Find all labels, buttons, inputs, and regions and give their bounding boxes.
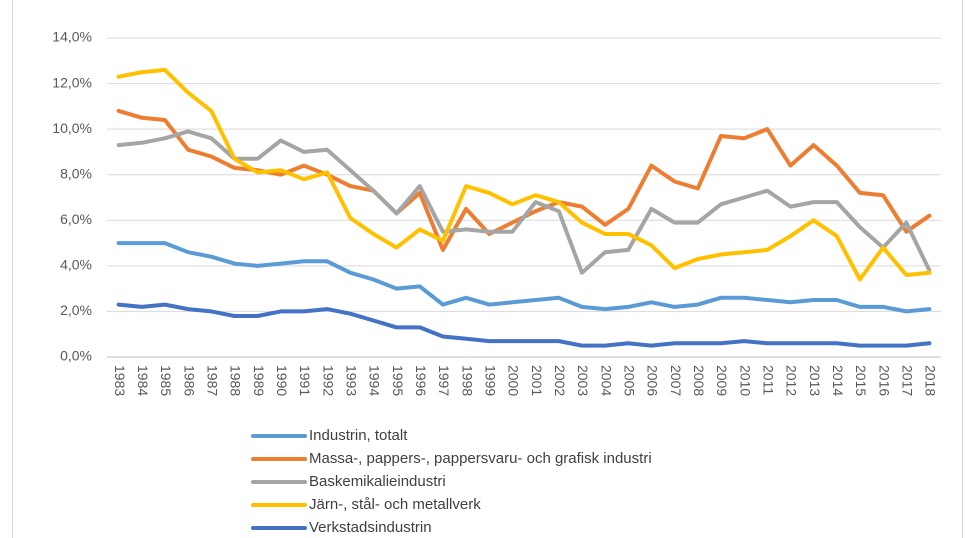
x-tick-label: 2012	[784, 365, 800, 396]
x-tick-label: 2004	[598, 365, 614, 396]
x-tick-label: 2007	[668, 365, 684, 396]
x-tick-label: 2001	[529, 365, 545, 396]
x-tick-label: 2017	[900, 365, 916, 396]
x-tick-label: 1995	[390, 365, 406, 396]
x-tick-label: 1988	[228, 365, 244, 396]
x-tick-label: 2010	[737, 365, 753, 396]
y-tick-label: 8,0%	[60, 165, 92, 181]
x-tick-label: 1987	[205, 365, 221, 396]
x-tick-label: 2000	[506, 365, 522, 396]
x-tick-label: 1986	[181, 365, 197, 396]
x-tick-label: 1983	[112, 365, 128, 396]
x-tick-label: 1996	[413, 365, 429, 396]
x-tick-label: 1989	[251, 365, 267, 396]
x-tick-label: 2014	[830, 365, 846, 396]
legend-label: Massa-, pappers-, pappersvaru- och grafi…	[309, 450, 652, 467]
x-tick-label: 1997	[436, 365, 452, 396]
x-tick-label: 2015	[853, 365, 869, 396]
series-line	[116, 108, 932, 252]
series-line	[116, 129, 932, 275]
x-tick-label: 2016	[876, 365, 892, 396]
x-tick-label: 2003	[575, 365, 591, 396]
x-tick-label: 1990	[274, 365, 290, 396]
legend-label: Järn-, stål- och metallverk	[309, 496, 481, 513]
legend: Industrin, totalt Massa-, pappers-, pappe…	[251, 427, 652, 536]
y-tick-label: 0,0%	[60, 348, 92, 364]
x-tick-label: 1994	[367, 365, 383, 396]
x-tick-label: 1984	[135, 365, 151, 396]
series-line	[116, 67, 932, 282]
x-tick-label: 2008	[691, 365, 707, 396]
x-tick-label: 2011	[761, 365, 777, 395]
y-tick-label: 10,0%	[52, 120, 92, 136]
x-tick-label: 1993	[344, 365, 360, 396]
legend-label: Verkstadsindustrin	[309, 519, 432, 536]
y-tick-label: 6,0%	[60, 211, 92, 227]
y-tick-label: 14,0%	[52, 29, 92, 45]
x-tick-label: 1991	[297, 365, 313, 396]
y-tick-label: 2,0%	[60, 302, 92, 318]
x-tick-label: 2005	[622, 365, 638, 396]
series-line	[116, 302, 932, 348]
y-tick-label: 12,0%	[52, 74, 92, 90]
x-tick-label: 1999	[483, 365, 499, 396]
x-tick-label: 1985	[158, 365, 174, 396]
x-tick-label: 2013	[807, 365, 823, 396]
x-tick-label: 2009	[714, 365, 730, 396]
y-tick-label: 4,0%	[60, 257, 92, 273]
series-line	[116, 241, 932, 314]
x-tick-label: 2002	[552, 365, 568, 396]
x-tick-label: 1992	[320, 365, 336, 396]
x-tick-label: 2006	[645, 365, 661, 396]
x-tick-label: 2018	[923, 365, 939, 396]
legend-label: Industrin, totalt	[309, 427, 408, 444]
legend-label: Baskemikalieindustri	[309, 473, 446, 490]
x-tick-label: 1998	[459, 365, 475, 396]
